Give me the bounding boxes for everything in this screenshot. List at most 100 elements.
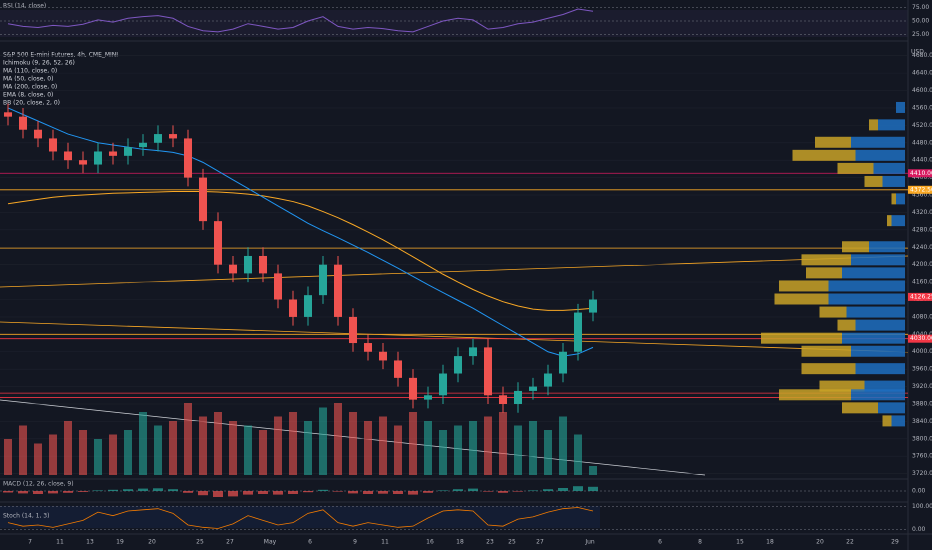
indicator-label: BB (20, close, 2, 0) bbox=[3, 100, 60, 107]
volume-bar bbox=[34, 443, 42, 475]
candle-body bbox=[4, 112, 12, 117]
profile-up bbox=[801, 254, 851, 266]
candle-body bbox=[454, 356, 462, 374]
volume-bar bbox=[394, 425, 402, 475]
profile-up bbox=[869, 119, 878, 131]
x-tick-label: 11 bbox=[381, 539, 389, 546]
profile-up bbox=[882, 415, 892, 427]
candle-body bbox=[139, 142, 147, 148]
candle-body bbox=[319, 264, 327, 296]
profile-down bbox=[828, 280, 905, 292]
y-tick-label: 3960.00 bbox=[912, 366, 932, 373]
y-tick-label: 3920.00 bbox=[912, 383, 932, 390]
volume-bar bbox=[259, 430, 267, 475]
volume-bar bbox=[289, 412, 297, 475]
macd-bar bbox=[138, 488, 148, 491]
macd-bar bbox=[108, 489, 118, 491]
volume-bar bbox=[79, 430, 87, 475]
candle-body bbox=[259, 255, 267, 274]
profile-down bbox=[842, 267, 905, 279]
candle-body bbox=[229, 264, 237, 274]
profile-up bbox=[887, 215, 892, 227]
y-tick-label: 4200.00 bbox=[912, 261, 932, 268]
volume-bar bbox=[139, 412, 147, 475]
volume-bar bbox=[529, 421, 537, 475]
profile-up bbox=[837, 319, 856, 331]
macd-bar bbox=[513, 491, 523, 492]
profile-down bbox=[869, 241, 905, 253]
macd-bar bbox=[408, 491, 418, 495]
stoch-title: Stoch (14, 1, 3) bbox=[3, 513, 49, 520]
ma-line bbox=[7, 191, 594, 311]
profile-down bbox=[855, 363, 905, 375]
volume-bar bbox=[109, 434, 117, 475]
y-tick-label: 4560.00 bbox=[912, 104, 932, 111]
x-tick-label: 25 bbox=[196, 539, 204, 546]
price-tag bbox=[908, 169, 932, 178]
macd-bar bbox=[393, 491, 403, 494]
macd-bar bbox=[333, 491, 343, 492]
profile-up bbox=[774, 293, 829, 305]
price-tag bbox=[908, 185, 932, 194]
candle-body bbox=[49, 138, 57, 152]
currency: USD bbox=[911, 49, 924, 56]
macd-bar bbox=[3, 491, 13, 493]
macd-bar bbox=[498, 491, 508, 493]
x-tick-label: 25 bbox=[508, 539, 516, 546]
volume-bar bbox=[424, 421, 432, 475]
y-tick-label: 50.00 bbox=[912, 18, 929, 25]
y-tick-label: 3760.00 bbox=[912, 453, 932, 460]
candle-body bbox=[349, 316, 357, 344]
profile-down bbox=[878, 119, 905, 131]
macd-bar bbox=[378, 491, 388, 494]
profile-up bbox=[891, 193, 896, 205]
profile-down bbox=[864, 380, 905, 392]
profile-down bbox=[828, 293, 905, 305]
y-tick-label: 4240.00 bbox=[912, 244, 932, 251]
x-tick-label: 19 bbox=[116, 539, 124, 546]
macd-bar bbox=[183, 491, 193, 493]
volume-bar bbox=[274, 416, 282, 475]
macd-bar bbox=[318, 489, 328, 491]
profile-down bbox=[896, 193, 905, 205]
x-tick-label: 11 bbox=[56, 539, 64, 546]
indicator-label: MA (50, close, 0) bbox=[3, 76, 53, 83]
y-tick-label: 4320.00 bbox=[912, 209, 932, 216]
x-tick-label: 16 bbox=[426, 539, 434, 546]
macd-bar bbox=[483, 491, 493, 492]
macd-bar bbox=[363, 491, 373, 494]
macd-bar bbox=[468, 488, 478, 491]
macd-bar bbox=[273, 491, 283, 495]
macd-bar bbox=[303, 491, 313, 493]
volume-bar bbox=[49, 434, 57, 475]
candle-body bbox=[439, 373, 447, 396]
volume-bar bbox=[379, 416, 387, 475]
profile-down bbox=[851, 389, 905, 401]
profile-down bbox=[851, 254, 905, 266]
y-tick-label: 25.00 bbox=[912, 31, 929, 38]
candle-body bbox=[124, 147, 132, 156]
candle-body bbox=[34, 129, 42, 139]
macd-bar bbox=[228, 491, 238, 497]
profile-down bbox=[851, 345, 905, 357]
profile-up bbox=[842, 402, 878, 414]
volume-bar bbox=[544, 430, 552, 475]
main-title: S&P 500 E-mini Futures, 4h, CME_MINI bbox=[3, 52, 118, 59]
price-tag bbox=[908, 292, 932, 301]
candle-body bbox=[469, 347, 477, 357]
macd-bar bbox=[438, 490, 448, 491]
volume-bar bbox=[484, 416, 492, 475]
y-tick-label: 3840.00 bbox=[912, 418, 932, 425]
indicator-label: Ichimoku (9, 26, 52, 26) bbox=[3, 60, 75, 67]
profile-up bbox=[837, 162, 874, 174]
macd-bar bbox=[558, 488, 568, 491]
macd-bar bbox=[348, 491, 358, 494]
profile-up bbox=[801, 363, 856, 375]
macd-bar bbox=[213, 491, 223, 497]
volume-bar bbox=[4, 439, 12, 475]
candle-body bbox=[214, 221, 222, 265]
y-tick-label: 4040.00 bbox=[912, 331, 932, 338]
y-tick-label: 4480.00 bbox=[912, 139, 932, 146]
volume-bar bbox=[19, 425, 27, 475]
volume-bar bbox=[469, 421, 477, 475]
